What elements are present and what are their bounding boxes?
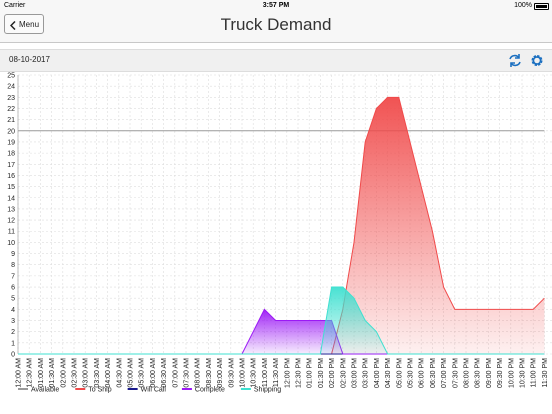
x-tick-label: 08:00 PM: [464, 358, 471, 388]
x-tick-label: 01:30 PM: [318, 358, 325, 388]
y-tick-label: 23: [7, 95, 15, 102]
y-tick-label: 6: [11, 285, 15, 292]
x-tick-label: 08:00 AM: [195, 358, 202, 388]
series-line: [18, 286, 545, 355]
x-tick-label: 07:30 PM: [452, 358, 459, 388]
x-tick-label: 10:00 PM: [508, 358, 515, 388]
x-tick-label: 01:30 AM: [49, 358, 56, 388]
y-tick-label: 11: [8, 229, 15, 236]
y-tick-label: 25: [7, 73, 15, 80]
x-tick-label: 07:00 PM: [441, 358, 448, 388]
x-tick-label: 05:00 AM: [128, 358, 135, 388]
x-tick-label: 04:00 AM: [105, 358, 112, 388]
x-tick-label: 04:30 AM: [116, 358, 123, 388]
x-tick-label: 06:00 AM: [150, 358, 157, 388]
nav-bar: Menu Truck Demand: [0, 12, 552, 43]
clock: 3:57 PM: [262, 1, 290, 9]
x-tick-label: 08:30 PM: [475, 358, 482, 388]
x-tick-label: 11:00 AM: [262, 358, 269, 387]
x-tick-label: 07:00 AM: [172, 358, 179, 388]
y-tick-label: 24: [7, 84, 15, 91]
x-tick-label: 10:00 AM: [240, 358, 247, 388]
legend-label: Complete: [195, 387, 225, 394]
y-tick-label: 15: [7, 184, 15, 191]
screen-title: Truck Demand: [220, 15, 332, 34]
x-tick-label: 06:00 PM: [419, 358, 426, 388]
x-tick-label: 08:30 AM: [206, 358, 213, 388]
y-tick-label: 1: [11, 340, 15, 347]
y-tick-label: 18: [7, 151, 15, 158]
area-fill: [18, 97, 545, 354]
x-tick-label: 11:30 AM: [273, 358, 280, 387]
y-tick-label: 2: [11, 329, 15, 336]
x-tick-label: 01:00 AM: [38, 358, 45, 388]
status-bar: Carrier 3:57 PM 100%: [0, 0, 552, 12]
carrier: Carrier: [4, 2, 26, 9]
x-tick-label: 05:00 PM: [396, 358, 403, 388]
y-tick-label: 0: [11, 352, 15, 359]
chevron: [10, 21, 16, 30]
legend-label: Available: [31, 387, 59, 394]
y-tick-label: 17: [7, 162, 15, 169]
legend-label: Shipping: [254, 387, 281, 394]
x-tick-label: 01:00 PM: [307, 358, 314, 388]
x-tick-label: 03:00 AM: [83, 358, 90, 388]
y-tick-label: 4: [11, 307, 15, 314]
toolbar-icons: [509, 54, 543, 67]
legend-label: To Ship: [88, 387, 111, 394]
y-tick-label: 5: [11, 296, 15, 303]
y-tick-label: 12: [7, 218, 15, 225]
battery-level: 100%: [514, 2, 532, 9]
area-fill: [18, 309, 545, 354]
y-tick-label: 21: [7, 117, 15, 124]
y-tick-label: 20: [7, 128, 15, 135]
x-tick-label: 10:30 AM: [251, 358, 258, 388]
x-tick-label: 03:30 AM: [94, 358, 101, 388]
x-tick-label: 10:30 PM: [520, 358, 527, 388]
x-tick-label: 05:30 PM: [408, 358, 415, 388]
toolbar: 08-10-2017: [0, 49, 552, 72]
x-tick-label: 09:00 PM: [486, 358, 493, 388]
y-tick-label: 19: [7, 139, 15, 146]
x-tick-label: 09:00 AM: [217, 358, 224, 388]
battery-icon: [534, 3, 549, 10]
menu-label: Menu: [19, 20, 40, 29]
menu-button[interactable]: Menu: [4, 14, 44, 34]
x-tick-label: 04:00 PM: [374, 358, 381, 388]
x-tick-label: 12:30 AM: [27, 358, 34, 388]
x-tick-label: 09:30 AM: [228, 358, 235, 388]
x-tick-label: 06:30 AM: [161, 358, 168, 388]
y-tick-label: 13: [7, 206, 15, 213]
refresh-icon[interactable]: [509, 54, 521, 67]
y-tick-label: 22: [7, 106, 15, 113]
settings-icon[interactable]: [531, 55, 543, 66]
x-tick-label: 04:30 PM: [385, 358, 392, 388]
x-tick-label: 02:00 AM: [60, 358, 67, 388]
y-tick-label: 10: [7, 240, 15, 247]
x-tick-label: 02:30 PM: [340, 358, 347, 388]
y-tick-label: 3: [11, 318, 15, 325]
x-tick-label: 03:30 PM: [363, 358, 370, 388]
y-tick-label: 9: [11, 251, 15, 258]
x-tick-label: 11:30 PM: [542, 358, 549, 388]
x-tick-label: 02:30 AM: [72, 358, 79, 388]
x-tick-label: 12:00 PM: [284, 358, 291, 388]
x-tick-label: 07:30 AM: [184, 358, 191, 388]
x-tick-label: 12:00 AM: [16, 358, 23, 388]
y-tick-label: 14: [7, 195, 15, 202]
legend-label: Will Call: [141, 387, 167, 394]
x-tick-label: 05:30 AM: [139, 358, 146, 388]
y-tick-label: 7: [11, 273, 15, 280]
x-tick-label: 09:30 PM: [497, 358, 504, 388]
x-tick-label: 03:00 PM: [352, 358, 359, 388]
x-tick-label: 02:00 PM: [329, 358, 336, 388]
y-tick-label: 8: [11, 262, 15, 269]
date-label[interactable]: 08-10-2017: [9, 55, 50, 64]
y-tick-label: 16: [7, 173, 15, 180]
x-tick-label: 12:30 PM: [296, 358, 303, 388]
x-tick-label: 06:30 PM: [430, 358, 437, 388]
chart: 0123456789101112131415161718192021222324…: [7, 73, 552, 394]
x-tick-label: 11:00 PM: [531, 358, 538, 388]
